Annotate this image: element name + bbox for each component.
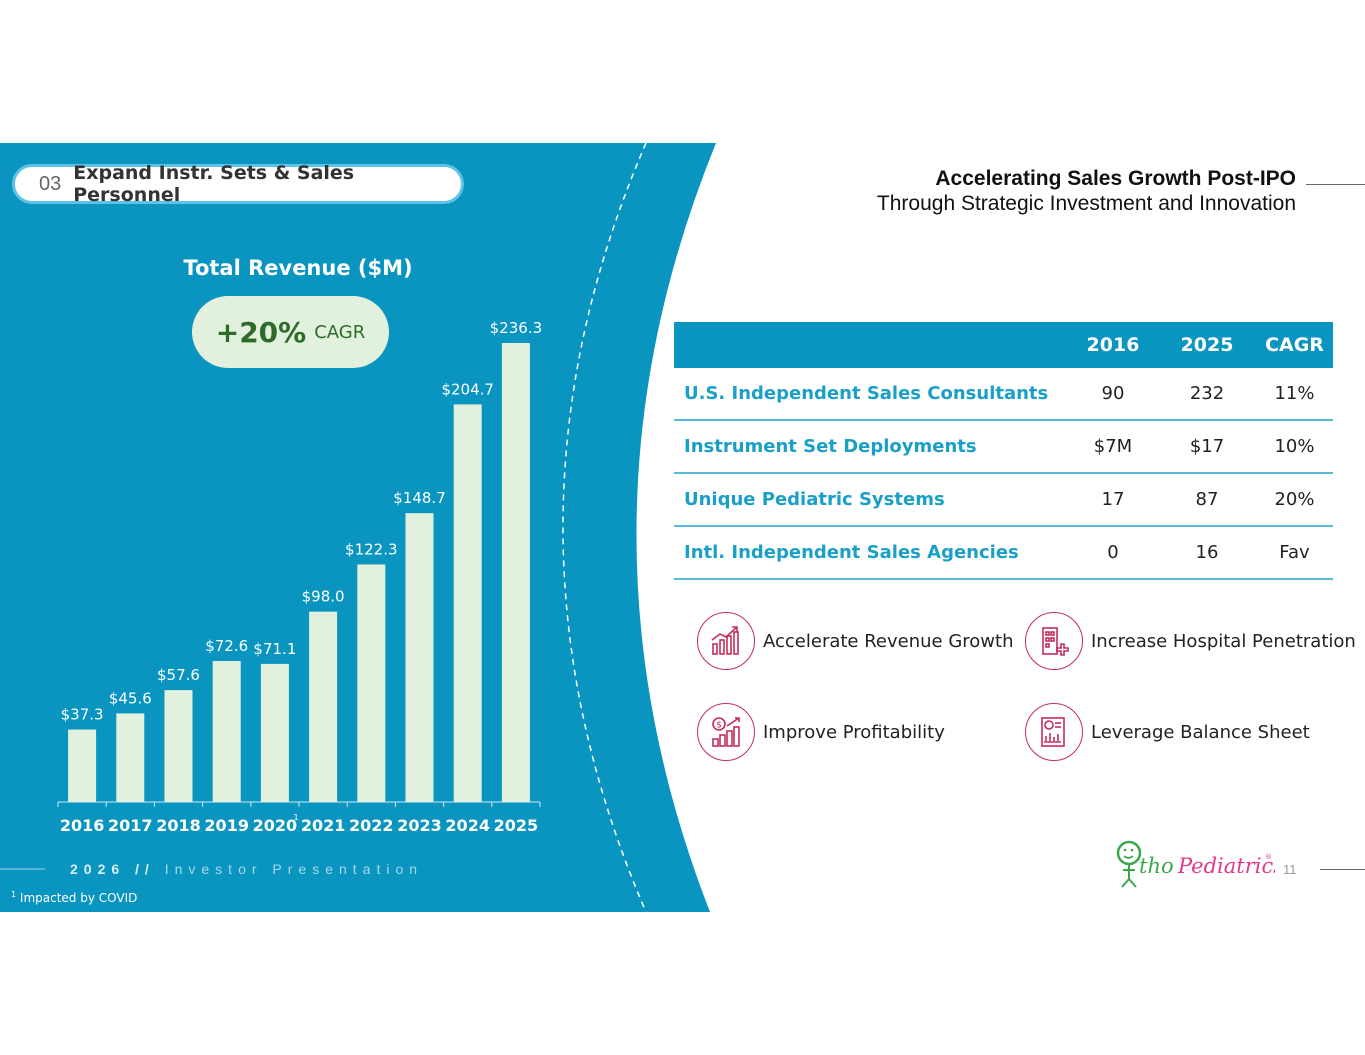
bar-2017 (116, 713, 145, 802)
tick-label: 2025 (494, 816, 539, 835)
footer-label: 2026 // Investor Presentation (70, 861, 423, 877)
row-cagr: 11% (1256, 368, 1333, 421)
logo-registered-mark: ® (1265, 853, 1272, 861)
svg-text:Pediatrics: Pediatrics (1177, 854, 1275, 878)
metrics-table: 2016 2025 CAGR U.S. Independent Sales Co… (674, 322, 1333, 580)
row-2016: $7M (1068, 420, 1158, 474)
slide-subtitle: Through Strategic Investment and Innovat… (876, 192, 1296, 215)
table-header-row: 2016 2025 CAGR (674, 322, 1333, 368)
row-2016: 90 (1068, 368, 1158, 421)
data-label: $236.3 (490, 319, 543, 337)
footer-text: Investor Presentation (164, 861, 424, 877)
row-2025: $17 (1158, 420, 1256, 474)
feature-label: Increase Hospital Penetration (1091, 630, 1356, 652)
slide-title: Accelerating Sales Growth Post-IPO (935, 167, 1296, 190)
balance-sheet-icon (1025, 703, 1083, 761)
bar-2019 (212, 660, 241, 802)
section-pill: 03 Expand Instr. Sets & Sales Personnel (12, 162, 464, 206)
bar-2018 (164, 690, 193, 802)
table-header-2016: 2016 (1068, 322, 1158, 368)
bar-2023 (405, 513, 434, 802)
revenue-bar-chart: $37.3 2016 $45.6 2017 $57.6 2018 $72.6 2019 $71.… (57, 319, 543, 835)
feature-label: Leverage Balance Sheet (1091, 721, 1310, 743)
hospital-icon (1025, 612, 1083, 670)
dollar-chart-icon: $ (697, 703, 755, 761)
footer-separator: // (135, 861, 155, 877)
row-2025: 16 (1158, 526, 1256, 580)
feature-balance-sheet: Leverage Balance Sheet (1025, 703, 1310, 761)
cagr-badge: +20% CAGR (192, 296, 389, 368)
row-cagr: 20% (1256, 473, 1333, 527)
svg-text:$: $ (716, 721, 722, 731)
bar-2021 (309, 611, 338, 802)
slide: 03 Expand Instr. Sets & Sales Personnel … (0, 143, 1365, 912)
row-cagr: Fav (1256, 526, 1333, 580)
orthopediatrics-logo: tho Pediatrics ® (1116, 840, 1275, 888)
section-number: 03 (39, 172, 62, 195)
slide-heading: Accelerating Sales Growth Post-IPO Throu… (877, 166, 1296, 216)
row-2025: 87 (1158, 473, 1256, 527)
cagr-value: +20% (215, 315, 307, 349)
tick-label: 2018 (156, 816, 201, 835)
page-number: 11 (1283, 862, 1297, 877)
data-label: $204.7 (441, 380, 494, 398)
footer-year: 2026 (70, 861, 126, 877)
row-label: Instrument Set Deployments (674, 420, 1068, 474)
svg-text:tho: tho (1139, 854, 1174, 878)
page-divider (1320, 869, 1365, 870)
data-label: $72.6 (205, 637, 248, 655)
tick-label: 2016 (60, 816, 105, 835)
tick-label: 2017 (108, 816, 153, 835)
row-label: Unique Pediatric Systems (674, 473, 1068, 527)
bar-2020 (260, 663, 289, 802)
data-label: $37.3 (61, 706, 104, 724)
table-row: U.S. Independent Sales Consultants 90 23… (674, 368, 1333, 421)
feature-label: Improve Profitability (763, 721, 945, 743)
feature-hospital-penetration: Increase Hospital Penetration (1025, 612, 1356, 670)
feature-label: Accelerate Revenue Growth (763, 630, 1014, 652)
bar-2024 (453, 404, 482, 802)
footnote-marker-label: 1 (293, 813, 298, 822)
table-header-2025: 2025 (1158, 322, 1256, 368)
row-2025: 232 (1158, 368, 1256, 421)
data-label: $57.6 (157, 666, 200, 684)
tick-label: 2020 (253, 816, 298, 835)
data-label: $71.1 (253, 640, 296, 658)
bar-2016 (68, 729, 97, 802)
tick-label: 2021 (301, 816, 346, 835)
bar-2025 (501, 343, 530, 802)
table-row: Unique Pediatric Systems 17 87 20% (674, 473, 1333, 527)
row-2016: 17 (1068, 473, 1158, 527)
section-title: Expand Instr. Sets & Sales Personnel (73, 162, 355, 206)
data-label: $148.7 (393, 489, 446, 507)
tick-label: 2022 (349, 816, 394, 835)
row-2016: 0 (1068, 526, 1158, 580)
table-row: Instrument Set Deployments $7M $17 10% (674, 420, 1333, 474)
feature-profitability: $ Improve Profitability (697, 703, 945, 761)
row-label: U.S. Independent Sales Consultants (674, 368, 1068, 421)
table-row: Intl. Independent Sales Agencies 0 16 Fa… (674, 526, 1333, 580)
heading-divider (1306, 184, 1365, 185)
row-label: Intl. Independent Sales Agencies (674, 526, 1068, 580)
bar-2022 (357, 564, 386, 802)
feature-revenue-growth: Accelerate Revenue Growth (697, 612, 1014, 670)
footnote-text: Impacted by COVID (19, 891, 138, 905)
data-label: $98.0 (302, 588, 345, 606)
data-label: $45.6 (109, 689, 152, 707)
footnote: 1 Impacted by COVID (11, 890, 137, 905)
tick-label: 2024 (445, 816, 490, 835)
footnote-marker: 1 (11, 890, 17, 899)
table-header-label (674, 322, 1068, 368)
growth-chart-icon (697, 612, 755, 670)
tick-label: 2023 (397, 816, 442, 835)
cagr-label: CAGR (314, 321, 366, 343)
chart-title: Total Revenue ($M) (183, 256, 413, 280)
tick-label: 2019 (204, 816, 249, 835)
data-label: $122.3 (345, 540, 398, 558)
table-header-cagr: CAGR (1256, 322, 1333, 368)
row-cagr: 10% (1256, 420, 1333, 474)
